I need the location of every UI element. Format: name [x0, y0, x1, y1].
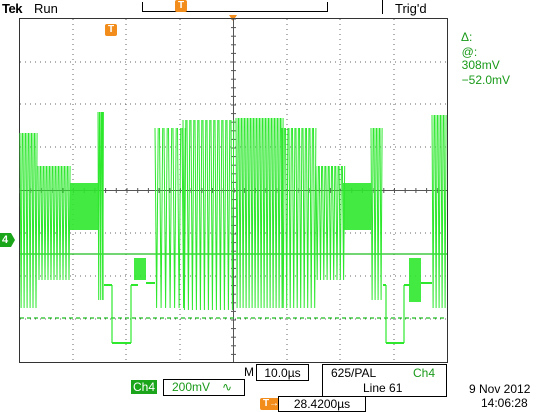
acquisition-state: Run [34, 1, 58, 16]
ac-coupling-icon: ∿ [222, 380, 233, 394]
time-readout: 14:06:28 [481, 396, 528, 410]
trigger-marker-icon: T [105, 24, 117, 36]
record-trigger-marker-icon: T [175, 0, 187, 12]
colorburst-1 [134, 258, 146, 280]
segment-2-burst [37, 165, 71, 281]
ch4-level-marker[interactable]: 4 [0, 233, 15, 247]
segment-4-burst [97, 111, 104, 301]
at-value: −52.0mV [461, 73, 511, 87]
at-label: @: [461, 45, 478, 59]
vertical-scale-box: 200mV ∿ [163, 379, 245, 396]
central-burst-2 [182, 119, 235, 311]
trigger-state: Trig'd [395, 1, 427, 16]
cursor-delta-readout: Δ: 308mV [455, 16, 500, 72]
central-burst-3 [235, 117, 284, 309]
video-line: Line 61 [363, 381, 403, 395]
timebase-prefix: M [244, 365, 254, 379]
trigger-info-panel[interactable]: 625/PAL Ch4 Line 61 [322, 364, 447, 397]
vertical-scale-value: 200mV [172, 380, 211, 394]
segment-burst-6 [370, 127, 383, 301]
video-standard: 625/PAL [331, 366, 377, 380]
central-burst-5 [315, 165, 346, 281]
ch4-marker-label: 4 [2, 234, 9, 246]
segment-1-burst [19, 132, 38, 309]
delta-label: Δ: [461, 30, 473, 44]
trigger-offset-icon: T→ [260, 398, 282, 410]
segment-burst-7 [431, 114, 447, 309]
date-readout: 9 Nov 2012 [469, 382, 531, 396]
brand-label: Tek [2, 1, 22, 16]
colorburst-2 [409, 258, 421, 302]
ch4-waveform-trace [19, 111, 447, 344]
vertical-channel-tag: Ch4 [131, 380, 158, 394]
top-separator [382, 0, 383, 14]
timebase-value: 10.0µs [256, 364, 309, 381]
trigger-channel: Ch4 [413, 366, 436, 380]
central-burst-1 [154, 127, 186, 309]
trigger-offset-value: 28.4200µs [278, 396, 366, 412]
segment-block-2 [343, 183, 371, 230]
central-burst-4 [281, 127, 317, 309]
delta-value: 308mV [461, 58, 500, 72]
record-position-bar[interactable] [142, 2, 328, 12]
cursor-position-readout: @: −52.0mV [455, 31, 510, 87]
segment-3-block [70, 183, 98, 230]
